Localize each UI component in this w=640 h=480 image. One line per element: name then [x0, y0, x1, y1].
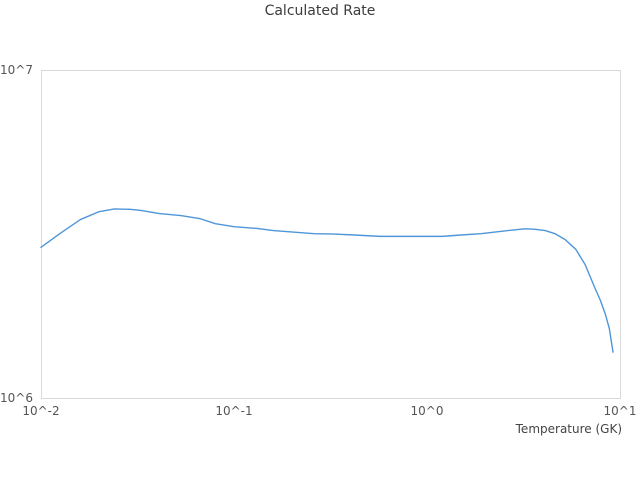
- x-tick-label: 10^0: [410, 404, 444, 418]
- x-tick-label: 10^-2: [22, 404, 60, 418]
- plot-frame: [41, 70, 621, 399]
- x-tick-label: 10^-1: [215, 404, 253, 418]
- chart-title: Calculated Rate: [264, 3, 376, 19]
- x-tick-label: 10^1: [603, 404, 637, 418]
- x-axis-label: Temperature (GK): [515, 422, 622, 436]
- y-tick-label: 10^6: [0, 391, 33, 405]
- y-tick-label: 10^7: [0, 63, 33, 77]
- rate-line-series: [40, 208, 614, 353]
